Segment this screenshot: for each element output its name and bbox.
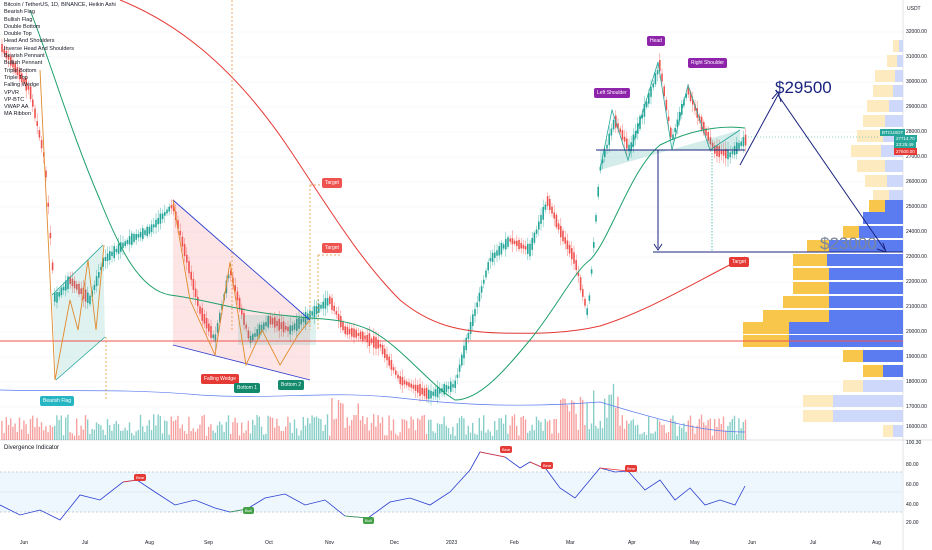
right-shoulder-label[interactable]: Right Shoulder [688,58,728,68]
legend-item[interactable]: Double Top [4,31,32,38]
falling-wedge-label[interactable]: Falling Wedge [201,374,239,384]
double-bottom-zone [238,315,316,345]
time-tick: 2023 [446,540,458,546]
symbol-tag: BTCUSDT [880,129,906,136]
falling-wedge-zone [173,200,310,380]
time-tick: Nov [325,540,334,546]
price-tick: 18000.00 [906,379,927,385]
price-tick: 16000.00 [906,424,927,430]
oscillator-tick: 80.00 [906,462,919,468]
legend-item[interactable]: Bearish Flag [4,9,35,16]
ma-green [29,9,746,401]
bear-label-3: Bear [541,462,554,469]
bottom2-label[interactable]: Bottom 2 [278,380,305,390]
price-tick: 32000.00 [906,29,927,35]
legend-item[interactable]: Head And Shoulders [4,38,55,45]
time-tick: Apr [628,540,636,546]
oscillator-tick: 40.00 [906,502,919,508]
time-tick: Oct [265,540,273,546]
bear-label-4: Bear [625,465,638,472]
bear-label-2: Bear [500,446,513,453]
legend-item[interactable]: Falling Wedge [4,82,40,89]
currency-label[interactable]: USDT [907,6,921,12]
price-tick: 100.30 [906,440,922,446]
legend-item[interactable]: VWAP AA [4,104,29,111]
vwap-line [0,389,746,433]
legend-item[interactable]: Bullish Flag [4,16,33,23]
time-tick: Aug [872,540,881,546]
projection-path [739,94,886,251]
price-tick: 19000.00 [906,354,927,360]
legend-item[interactable]: Inverse Head And Shoulders [4,45,75,52]
oscillator-title[interactable]: Divergence Indicator [4,445,60,451]
price-tick: 27000.00 [906,154,927,160]
bear-label-1: Bear [134,474,147,481]
time-tick: Sep [204,540,213,546]
ma-red [119,0,746,334]
low-price-tag: 27600.00 [894,148,917,155]
price-tick: 17000.00 [906,404,927,410]
price-tick: 31000.00 [906,54,927,60]
price-tick: 28000.00 [906,129,927,135]
bull-label-2: Bull [363,517,374,524]
price-tick: 20000.00 [906,329,927,335]
target-label-1[interactable]: Target [322,178,342,188]
legend-item[interactable]: Triple Bottom [4,67,37,74]
price-tick: 24000.00 [906,229,927,235]
oscillator-tick: 20.00 [906,520,919,526]
price-tag: 27714.70 [894,135,917,142]
time-tick: Dec [390,540,399,546]
price-tick: 23000.00 [906,254,927,260]
price-tick: 26000.00 [906,179,927,185]
price-tick: 29000.00 [906,104,927,110]
indicator-legend: Bitcoin / TetherUS, 1D, BINANCE, Heikin … [4,2,116,119]
bearish-flag-zone [52,245,105,380]
time-tick: Mar [566,540,575,546]
price-target-up[interactable]: $29500 [775,78,832,97]
legend-item[interactable]: Bullish Pennant [4,60,43,67]
price-tick: 25000.00 [906,204,927,210]
legend-item[interactable]: VPVR [4,89,19,96]
legend-item[interactable]: MA Ribbon [4,111,31,118]
chart-title[interactable]: Bitcoin / TetherUS, 1D, BINANCE, Heikin … [4,2,116,8]
time-tick: May [690,540,700,546]
countdown-tag: 23:25:49 [894,141,916,148]
bearish-flag-lines [39,69,105,381]
price-tick: 30000.00 [906,79,927,85]
time-tick: Jul [810,540,817,546]
target-label-3[interactable]: Target [729,257,749,267]
bull-label-1: Bull [243,507,254,514]
time-tick: Feb [510,540,519,546]
left-shoulder-label[interactable]: Left Shoulder [594,88,630,98]
time-tick: Jun [748,540,757,546]
legend-item[interactable]: Triple Top [4,74,28,81]
price-tick: 21000.00 [906,304,927,310]
oscillator-tick: 60.00 [906,482,919,488]
bottom1-label[interactable]: Bottom 1 [234,383,261,393]
price-target-down[interactable]: $23000 [820,234,877,253]
legend-item[interactable]: Double Bottom [4,23,41,30]
time-tick: Jul [82,540,89,546]
legend-item[interactable]: Bearish Pennant [4,53,45,60]
time-tick: Jun [20,540,29,546]
time-tick: Aug [145,540,154,546]
head-label[interactable]: Head [647,36,665,46]
oscillator-line [0,451,746,521]
legend-item[interactable]: VP-BTC [4,96,25,103]
price-tick: 22000.00 [906,279,927,285]
target-label-2[interactable]: Target [322,243,342,253]
bearish-flag-label[interactable]: Bearish Flag [40,396,75,406]
volume-bars [1,383,747,440]
